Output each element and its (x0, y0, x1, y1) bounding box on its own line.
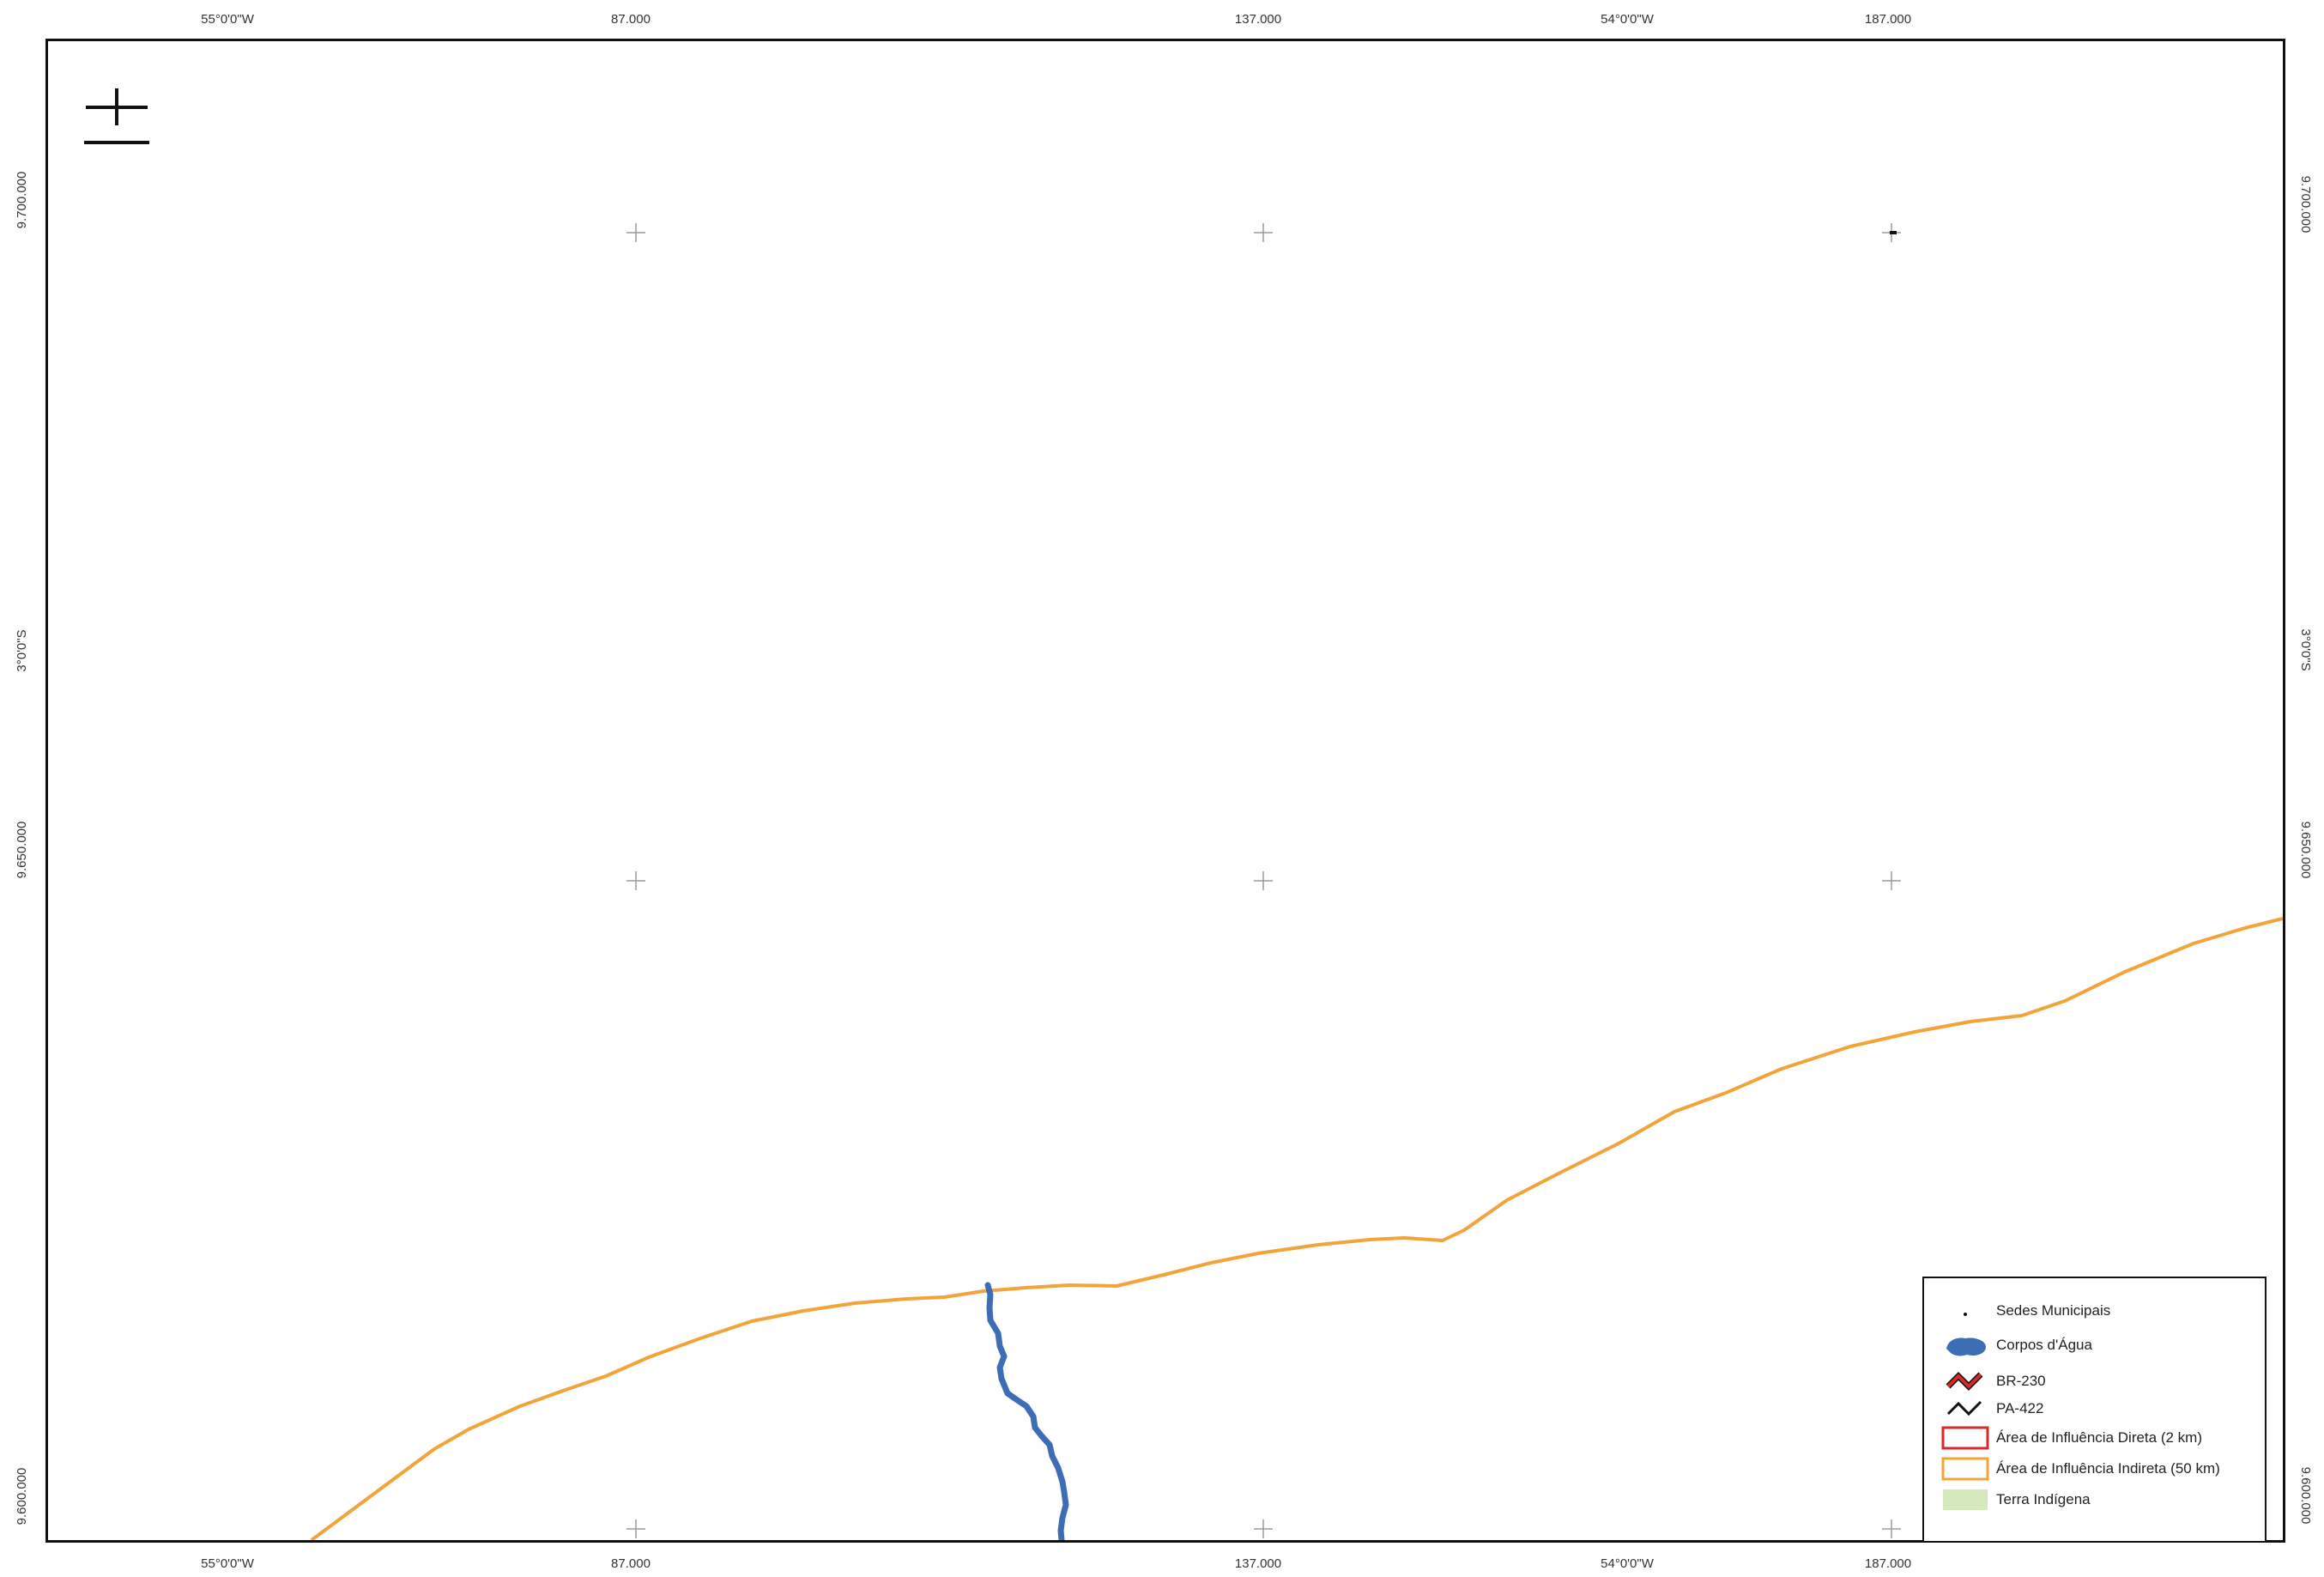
road-black-icon (1941, 1395, 1989, 1422)
legend-label: Terra Indígena (1996, 1491, 2091, 1507)
legend-label: BR-230 (1996, 1373, 2046, 1389)
graticule-cross (1882, 1519, 1901, 1538)
legend-label: Corpos d'Água (1996, 1337, 2092, 1353)
legend-label: Área de Influência Direta (2 km) (1996, 1429, 2202, 1446)
top-label-87000: 87.000 (611, 12, 651, 27)
orange-outline-icon (1941, 1455, 1989, 1483)
graticule-cross (1254, 223, 1273, 242)
legend-label: PA-422 (1996, 1400, 2044, 1416)
north-arrow-icon (84, 88, 149, 144)
left-label-9700000: 9.700.000 (15, 171, 29, 229)
red-outline-icon (1941, 1424, 1989, 1452)
graticule-crosses (626, 223, 1901, 1538)
bottom-label-87000: 87.000 (611, 1556, 651, 1571)
right-label-9600000: 9.600.000 (2298, 1466, 2313, 1525)
graticule-cross (626, 1519, 645, 1538)
legend-item-pa422: PA-422 (1941, 1395, 2043, 1422)
legend: Sedes Municipais Corpos d'Água BR-230 PA… (1922, 1277, 2267, 1543)
right-label-9700000: 9.700.000 (2298, 175, 2313, 234)
legend-item-br230: BR-230 (1941, 1368, 2046, 1395)
indirect-influence-boundary[interactable] (310, 917, 2283, 1540)
left-label-9600000: 9.600.000 (15, 1467, 29, 1525)
road-red-icon (1941, 1368, 1989, 1395)
left-label-3s: 3°0'0"S (15, 629, 29, 672)
bottom-label-54w: 54°0'0"W (1601, 1556, 1654, 1571)
top-label-54w: 54°0'0"W (1601, 12, 1654, 27)
graticule-cross (1254, 871, 1273, 890)
water-body-icon (1941, 1331, 1989, 1359)
legend-label: Área de Influência Indireta (50 km) (1996, 1460, 2220, 1477)
top-label-55w: 55°0'0"W (201, 12, 254, 27)
graticule-cross (626, 223, 645, 242)
dot-icon (1941, 1297, 1989, 1325)
graticule-cross (626, 871, 645, 890)
legend-item-agua: Corpos d'Água (1941, 1331, 2092, 1359)
bottom-label-55w: 55°0'0"W (201, 1556, 254, 1571)
right-label-3s: 3°0'0"S (2298, 628, 2313, 671)
top-label-137000: 137.000 (1234, 12, 1282, 27)
bottom-label-187000: 187.000 (1864, 1556, 1912, 1571)
river[interactable] (984, 1282, 1069, 1540)
graticule-cross (1254, 1519, 1273, 1538)
map-canvas[interactable] (48, 41, 2283, 1540)
right-label-9650000: 9.650.000 (2298, 821, 2313, 879)
legend-item-ti: Terra Indígena (1941, 1486, 2091, 1513)
graticule-cross (1882, 871, 1901, 890)
top-label-187000: 187.000 (1864, 12, 1912, 27)
legend-label: Sedes Municipais (1996, 1302, 2111, 1319)
left-label-9650000: 9.650.000 (15, 821, 29, 879)
map-frame[interactable] (45, 39, 2285, 1543)
green-fill-icon (1941, 1486, 1989, 1513)
legend-item-aid: Área de Influência Direta (2 km) (1941, 1424, 2202, 1452)
legend-item-aii: Área de Influência Indireta (50 km) (1941, 1455, 2220, 1483)
sede-municipal-marker[interactable] (1890, 231, 1897, 234)
legend-item-sedes: Sedes Municipais (1941, 1297, 2110, 1325)
bottom-label-137000: 137.000 (1234, 1556, 1282, 1571)
